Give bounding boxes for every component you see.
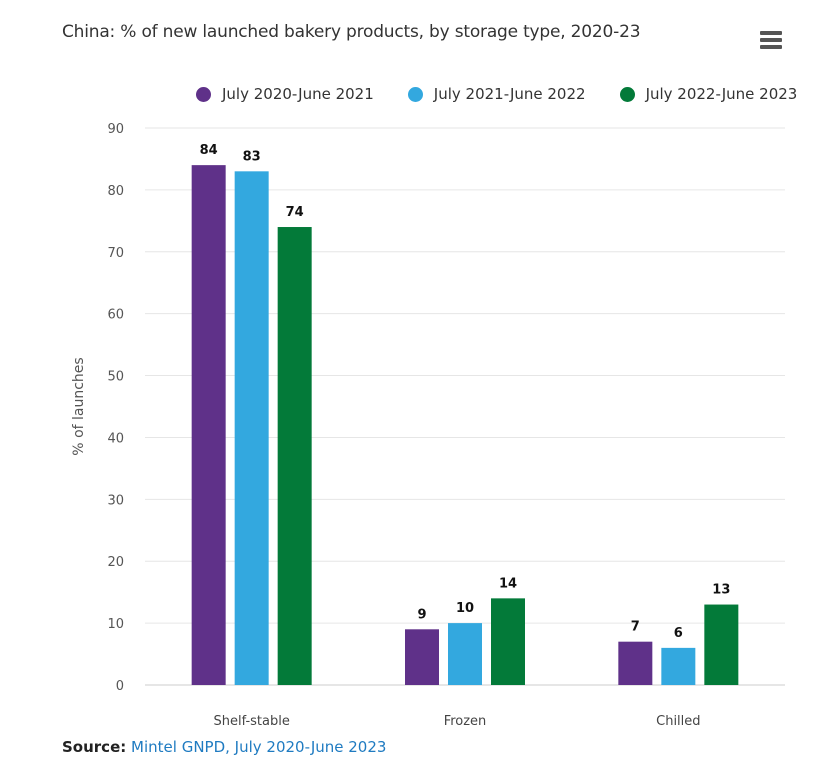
- y-tick-label: 10: [107, 617, 124, 632]
- bar[interactable]: [491, 598, 525, 685]
- y-tick-label: 20: [107, 555, 124, 570]
- legend-label: July 2022-June 2023: [645, 85, 798, 103]
- y-tick-label: 80: [107, 184, 124, 199]
- legend-marker: [619, 86, 635, 102]
- legend-item-3[interactable]: July 2022-June 2023: [619, 85, 798, 103]
- data-label: 13: [712, 583, 730, 598]
- y-tick-label: 0: [116, 679, 124, 694]
- data-label: 6: [674, 626, 683, 641]
- y-tick-label: 40: [107, 431, 124, 446]
- x-tick-label: Shelf-stable: [213, 714, 289, 729]
- data-label: 83: [243, 149, 261, 164]
- x-tick-label: Frozen: [444, 714, 487, 729]
- legend-item-1[interactable]: July 2020-June 2021: [196, 85, 374, 103]
- source-label: Source:: [62, 738, 127, 756]
- bar[interactable]: [234, 171, 269, 686]
- source-note: Source: Mintel GNPD, July 2020-June 2023: [62, 738, 386, 756]
- data-label: 9: [417, 607, 426, 622]
- y-axis-label: % of launches: [71, 357, 87, 455]
- y-tick-label: 70: [107, 246, 124, 261]
- hamburger-menu-icon[interactable]: [760, 31, 782, 49]
- data-label: 10: [456, 601, 474, 616]
- legend-marker: [196, 86, 211, 102]
- y-tick-label: 90: [107, 122, 124, 137]
- bar[interactable]: [661, 647, 696, 685]
- legend-label: July 2021-June 2022: [433, 85, 586, 103]
- data-label: 7: [631, 620, 640, 635]
- bar[interactable]: [277, 227, 312, 685]
- chart-legend: July 2020-June 2021 July 2021-June 2022 Ju…: [196, 84, 797, 104]
- y-tick-label: 60: [107, 308, 124, 323]
- bar[interactable]: [704, 604, 739, 685]
- source-link[interactable]: Mintel GNPD, July 2020-June 2023: [131, 738, 387, 756]
- data-label: 14: [499, 576, 517, 591]
- bar[interactable]: [448, 623, 482, 685]
- legend-marker: [407, 86, 423, 102]
- chart-title: China: % of new launched bakery products…: [62, 22, 641, 42]
- x-tick-label: Chilled: [656, 714, 700, 729]
- y-tick-label: 30: [107, 493, 124, 508]
- legend-item-2[interactable]: July 2021-June 2022: [407, 85, 586, 103]
- bar[interactable]: [191, 165, 226, 686]
- data-label: 74: [286, 205, 304, 220]
- bar[interactable]: [618, 641, 653, 685]
- bar[interactable]: [405, 629, 439, 685]
- bar-chart: 0 10 20 30 40 50 60 70 80 90 % of launches 84 83 74 Sh…: [71, 122, 785, 729]
- legend-label: July 2020-June 2021: [222, 85, 374, 103]
- y-tick-label: 50: [107, 370, 124, 385]
- data-label: 84: [200, 143, 218, 158]
